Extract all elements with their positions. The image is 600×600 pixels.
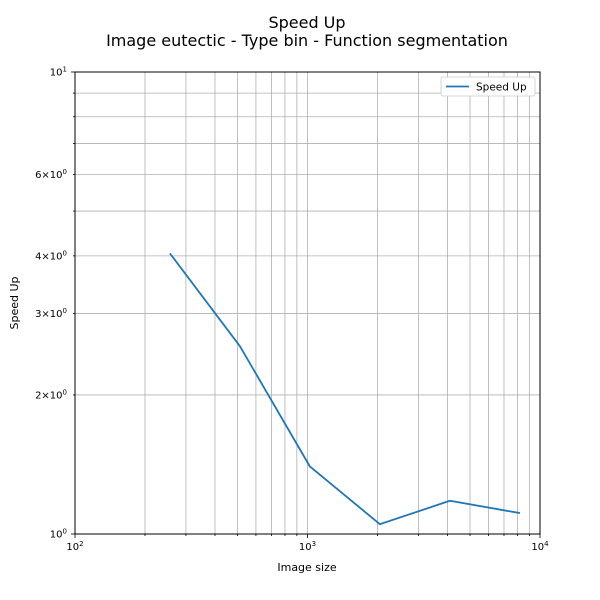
y-tick-label: 6×100 xyxy=(35,168,67,181)
legend-label: Speed Up xyxy=(476,82,527,94)
series-layer xyxy=(169,252,521,526)
legend-box xyxy=(440,76,536,97)
chart-title: Speed Up xyxy=(268,13,345,32)
y-axis-label: Speed Up xyxy=(8,276,21,329)
y-tick-label: 3×100 xyxy=(35,307,67,320)
series-line xyxy=(169,252,521,526)
axes-frame xyxy=(74,71,541,535)
x-tick-label: 103 xyxy=(299,540,316,553)
legend: Speed Up xyxy=(440,76,536,97)
x-tick-label: 102 xyxy=(66,540,83,553)
tick-labels: 102 103 104 100 101 2×100 3×100 4×100 6×100 xyxy=(35,66,549,554)
y-tick-label: 100 xyxy=(50,528,67,541)
y-tick-label: 4×100 xyxy=(35,249,67,262)
y-tick-label: 101 xyxy=(50,66,67,79)
y-tick-label: 2×100 xyxy=(35,388,67,401)
chart-subtitle: Image eutectic - Type bin - Function seg… xyxy=(106,31,508,50)
axis-ticks xyxy=(71,71,541,538)
x-axis-label: Image size xyxy=(277,561,337,574)
grid-lines xyxy=(74,71,541,535)
x-tick-label: 104 xyxy=(531,540,549,553)
